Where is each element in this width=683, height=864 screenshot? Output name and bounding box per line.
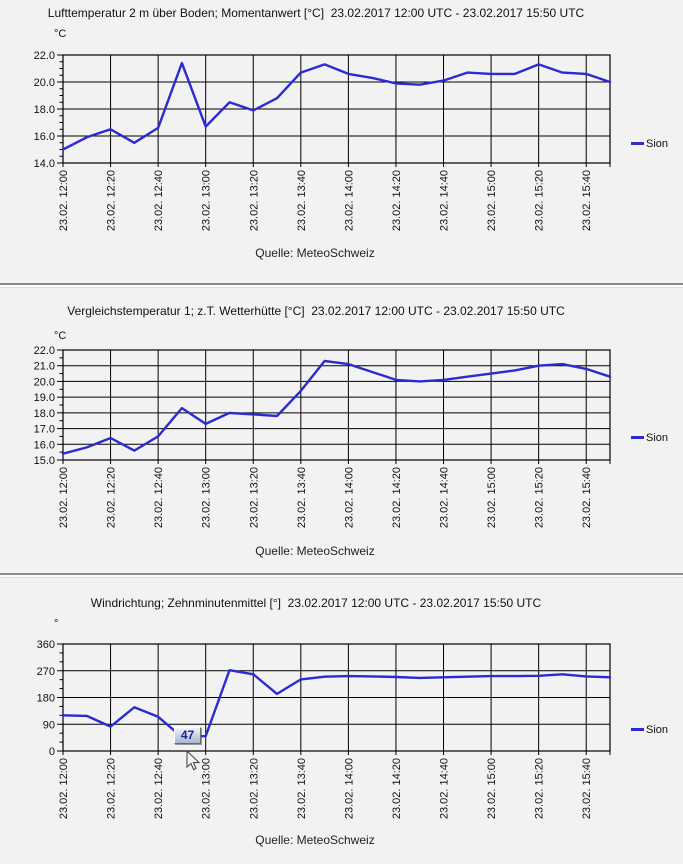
y-tick-label: 19.0 — [34, 392, 55, 404]
y-tick-label: 0 — [49, 746, 55, 758]
y-tick-label: 90 — [43, 719, 55, 731]
y-tick-label: 18.0 — [34, 408, 55, 420]
y-tick-label: 20.0 — [34, 77, 55, 89]
x-tick-label: 23.02. 12:00 — [58, 467, 70, 528]
legend-series-label: Sion — [646, 138, 669, 150]
x-tick-label: 23.02. 14:20 — [391, 467, 403, 528]
x-tick-label: 23.02. 12:20 — [106, 467, 118, 528]
x-tick-label: 23.02. 14:20 — [391, 758, 403, 819]
y-tick-label: 180 — [37, 693, 55, 705]
legend: Sion — [631, 432, 668, 444]
y-axis-unit-label: °C — [54, 330, 67, 342]
source-attribution: Quelle: MeteoSchweiz — [255, 833, 375, 847]
y-tick-label: 22.0 — [34, 50, 55, 62]
x-tick-label: 23.02. 15:00 — [486, 170, 498, 231]
value-tooltip: 47 — [174, 727, 201, 744]
legend: Sion — [631, 138, 668, 150]
x-tick-label: 23.02. 13:00 — [201, 467, 213, 528]
panel-separator — [0, 283, 683, 288]
plot-border — [62, 349, 611, 461]
series-line-sion — [61, 668, 612, 739]
source-attribution: Quelle: MeteoSchweiz — [255, 544, 375, 558]
y-tick-label: 16.0 — [34, 131, 55, 143]
x-tick-label: 23.02. 12:40 — [153, 758, 165, 819]
legend-line-swatch — [631, 728, 644, 731]
x-tick-label: 23.02. 13:00 — [201, 170, 213, 231]
x-tick-label: 23.02. 14:00 — [343, 758, 355, 819]
x-tick-label: 23.02. 15:20 — [534, 467, 546, 528]
chart-title: Vergleichstemperatur 1; z.T. Wetterhütte… — [67, 304, 565, 318]
x-tick-label: 23.02. 13:40 — [296, 758, 308, 819]
x-tick-label: 23.02. 14:00 — [343, 170, 355, 231]
chart-title: Lufttemperatur 2 m über Boden; Momentanw… — [47, 6, 585, 20]
y-tick-label: 16.0 — [34, 439, 55, 451]
legend-series-label: Sion — [646, 724, 669, 736]
x-tick-label: 23.02. 14:20 — [391, 170, 403, 231]
x-tick-label: 23.02. 12:20 — [106, 170, 118, 231]
x-tick-label: 23.02. 14:00 — [343, 467, 355, 528]
x-tick-label: 23.02. 13:20 — [248, 170, 260, 231]
legend-line-swatch — [631, 142, 644, 145]
plot-border — [62, 643, 611, 752]
y-tick-label: 14.0 — [34, 158, 55, 170]
x-tick-label: 23.02. 13:40 — [296, 170, 308, 231]
x-tick-label: 23.02. 12:40 — [153, 467, 165, 528]
x-tick-label: 23.02. 15:20 — [534, 758, 546, 819]
y-tick-label: 21.0 — [34, 361, 55, 373]
y-tick-label: 18.0 — [34, 104, 55, 116]
x-tick-label: 23.02. 12:40 — [153, 170, 165, 231]
x-tick-label: 23.02. 15:40 — [581, 170, 593, 231]
x-tick-label: 23.02. 13:00 — [201, 758, 213, 819]
x-tick-label: 23.02. 13:40 — [296, 467, 308, 528]
source-attribution: Quelle: MeteoSchweiz — [255, 246, 375, 260]
x-tick-label: 23.02. 13:20 — [248, 758, 260, 819]
x-tick-label: 23.02. 15:20 — [534, 170, 546, 231]
x-tick-label: 23.02. 14:40 — [439, 758, 451, 819]
series-line-sion — [61, 359, 612, 455]
y-axis-unit-label: °C — [54, 28, 67, 40]
lufttemperatur-line-chart[interactable]: 14.0 16.0 18.0 20.0 22.0 23.02. 12:00 23.02. 1… — [0, 0, 683, 283]
x-tick-label: 23.02. 14:40 — [439, 170, 451, 231]
y-tick-label: 20.0 — [34, 376, 55, 388]
plot-border — [62, 54, 611, 164]
y-axis-unit-label: ° — [54, 618, 59, 630]
chart-panel-windrichtung: 0 90 180 270 360 23.02. 12:00 23.02. 12:20 23.0… — [0, 578, 683, 864]
x-tick-label: 23.02. 15:00 — [486, 467, 498, 528]
x-tick-label: 23.02. 15:00 — [486, 758, 498, 819]
panel-separator — [0, 573, 683, 578]
chart-panel-vergleichstemperatur: 15.0 16.0 17.0 18.0 19.0 20.0 21.0 22.0 23.02. 1… — [0, 288, 683, 573]
y-tick-label: 17.0 — [34, 424, 55, 436]
legend-series-label: Sion — [646, 432, 669, 444]
chart-title: Windrichtung; Zehnminutenmittel [°] 23.0… — [90, 596, 542, 610]
arrow-cursor-icon — [186, 750, 201, 771]
x-tick-label: 23.02. 12:00 — [58, 758, 70, 819]
x-tick-label: 23.02. 12:00 — [58, 170, 70, 231]
y-tick-label: 270 — [37, 666, 55, 678]
y-tick-label: 22.0 — [34, 345, 55, 357]
vergleichstemperatur-line-chart[interactable]: 15.0 16.0 17.0 18.0 19.0 20.0 21.0 22.0 23.02. 1… — [0, 288, 683, 573]
legend: Sion — [631, 724, 668, 736]
x-tick-label: 23.02. 15:40 — [581, 758, 593, 819]
series-line-sion — [61, 61, 612, 151]
x-tick-label: 23.02. 14:40 — [439, 467, 451, 528]
chart-panel-lufttemperatur: 14.0 16.0 18.0 20.0 22.0 23.02. 12:00 23.02. 1… — [0, 0, 683, 283]
x-tick-label: 23.02. 12:20 — [106, 758, 118, 819]
y-tick-label: 15.0 — [34, 455, 55, 467]
windrichtung-line-chart[interactable]: 0 90 180 270 360 23.02. 12:00 23.02. 12:20 23.0… — [0, 578, 683, 864]
legend-line-swatch — [631, 436, 644, 439]
x-tick-label: 23.02. 15:40 — [581, 467, 593, 528]
x-tick-label: 23.02. 13:20 — [248, 467, 260, 528]
y-tick-label: 360 — [37, 639, 55, 651]
